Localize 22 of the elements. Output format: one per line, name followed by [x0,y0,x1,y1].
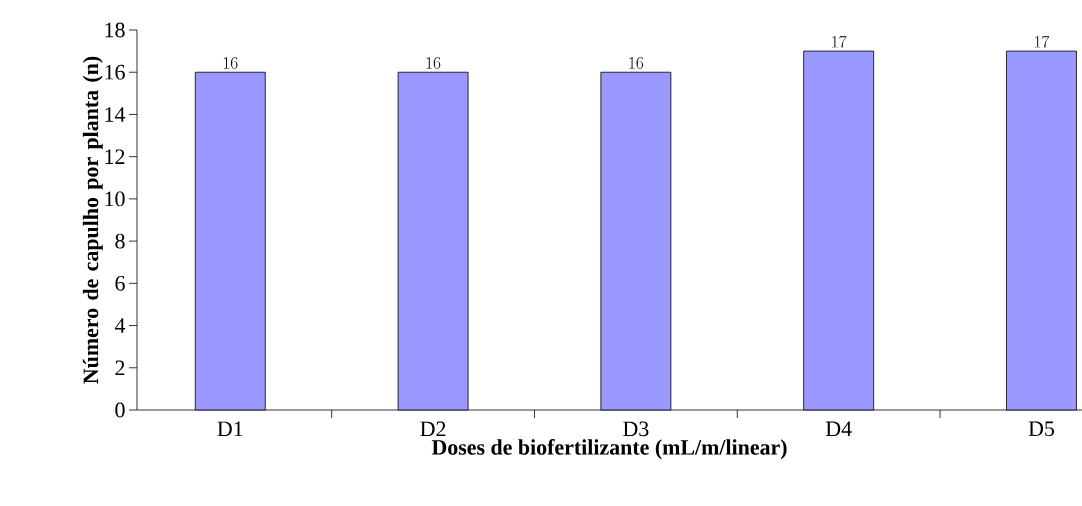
data-label: 17 [1035,35,1050,48]
data-label: 16 [223,57,238,69]
y-tick-label: 8 [115,233,125,249]
y-tick-label: 12 [105,149,125,164]
y-tick-label: 16 [105,64,125,80]
y-tick-label: 0 [115,402,125,418]
x-tick-label: D3 [623,421,649,437]
x-tick-label: D1 [217,421,243,437]
y-tick-label: 6 [115,275,125,291]
y-tick-label: 10 [105,191,125,207]
y-axis-title: Número de capulho por planta (n) [82,56,103,384]
data-label: 17 [832,35,847,48]
data-label: 16 [629,57,644,69]
x-tick-label: D5 [1028,421,1054,437]
y-tick-label: 14 [105,107,126,122]
y-tick-label: 18 [105,22,125,38]
y-tick-label: 4 [114,318,126,333]
data-label: 16 [426,57,441,69]
x-tick-label: D4 [825,421,852,436]
x-tick-label: D2 [420,421,446,437]
x-axis-title: Doses de biofertilizante (mL/m/linear) [431,439,787,460]
y-tick-label: 2 [115,360,125,376]
